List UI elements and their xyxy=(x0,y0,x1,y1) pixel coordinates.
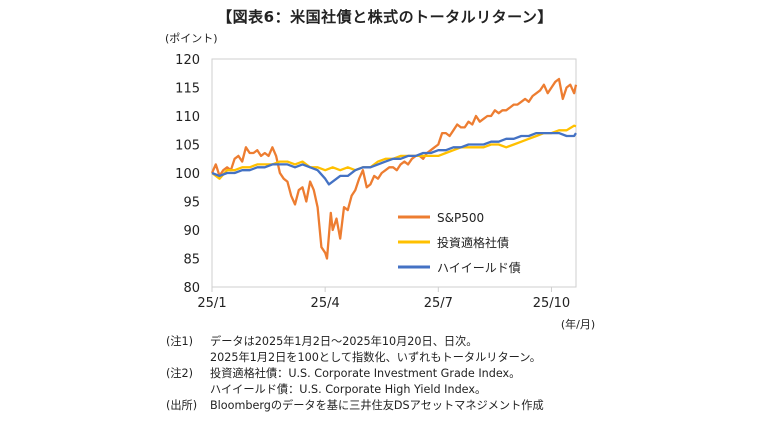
series-line-sp500 xyxy=(210,77,578,260)
y-tick-label-115: 115 xyxy=(175,82,200,97)
note-source-line: Bloombergのデータを基に三井住友DSアセットマネジメント作成 xyxy=(210,399,544,412)
x-tick-label-6: 25/7 xyxy=(424,296,453,311)
y-tick-label-120: 120 xyxy=(175,53,200,68)
note-source: (出所) Bloombergのデータを基に三井住友DSアセットマネジメント作成 xyxy=(166,398,544,414)
y-tick-label-80: 80 xyxy=(183,281,200,296)
legend-label-sp500: S&P500 xyxy=(437,211,484,225)
chart-notes: (注1) データは2025年1月2日～2025年10月20日、日次。 2025年… xyxy=(166,334,544,414)
note-2-continuation: ハイイールド債：U.S. Corporate High Yield Index。 xyxy=(166,382,544,398)
y-axis-label: (ポイント) xyxy=(165,32,218,45)
plot-frame xyxy=(211,58,577,288)
series-line-investment-grade xyxy=(211,124,577,180)
x-tick-label-0: 25/1 xyxy=(197,296,226,311)
note-1-continuation: 2025年1月2日を100として指数化、いずれもトータルリターン。 xyxy=(166,350,544,366)
note-source-label: (出所) xyxy=(166,399,198,412)
note-2: (注2) 投資適格社債：U.S. Corporate Investment Gr… xyxy=(166,366,544,382)
chart-title: 【図表6：米国社債と株式のトータルリターン】 xyxy=(217,8,553,26)
legend-label-investment-grade: 投資適格社債 xyxy=(437,235,509,250)
note-2-label: (注2) xyxy=(166,367,194,380)
note-1-line-1: データは2025年1月2日～2025年10月20日、日次。 xyxy=(210,335,478,348)
x-axis-unit: (年/月) xyxy=(561,317,595,331)
series-line-high-yield xyxy=(211,131,577,186)
y-tick-label-100: 100 xyxy=(175,167,200,182)
legend-label-high-yield: ハイイールド債 xyxy=(437,260,521,275)
y-tick-label-90: 90 xyxy=(183,224,200,239)
note-1: (注1) データは2025年1月2日～2025年10月20日、日次。 xyxy=(166,334,544,350)
y-tick-label-105: 105 xyxy=(175,139,200,154)
note-1-label: (注1) xyxy=(166,335,194,348)
note-2-line-2: ハイイールド債：U.S. Corporate High Yield Index。 xyxy=(210,383,487,396)
y-tick-label-95: 95 xyxy=(183,196,200,211)
x-tick-label-9: 25/10 xyxy=(533,296,570,311)
y-tick-label-85: 85 xyxy=(183,253,200,268)
note-1-line-2: 2025年1月2日を100として指数化、いずれもトータルリターン。 xyxy=(210,351,541,364)
x-tick-label-3: 25/4 xyxy=(311,296,340,311)
y-tick-label-110: 110 xyxy=(175,110,200,125)
note-2-line-1: 投資適格社債：U.S. Corporate Investment Grade I… xyxy=(210,367,521,380)
